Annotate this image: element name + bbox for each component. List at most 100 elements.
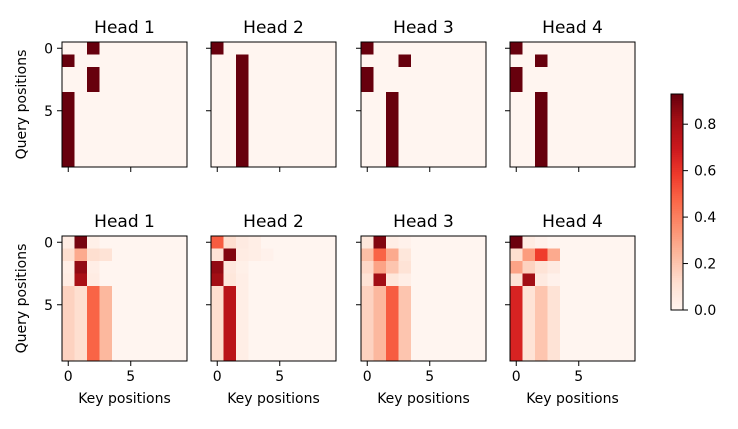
heatmap-cell bbox=[386, 142, 399, 155]
heatmap-cell bbox=[572, 67, 586, 80]
heatmap-cell bbox=[597, 79, 611, 93]
heatmap-cell bbox=[261, 142, 274, 155]
colorbar-gradient-step bbox=[671, 238, 683, 242]
colorbar-gradient-step bbox=[671, 96, 683, 99]
heatmap-cell bbox=[572, 348, 586, 362]
heatmap-cell bbox=[572, 323, 586, 337]
colorbar-gradient-step bbox=[671, 158, 683, 162]
colorbar-gradient-step bbox=[671, 182, 683, 186]
heatmap-cell bbox=[286, 323, 299, 337]
heatmap-cell bbox=[373, 348, 387, 362]
heatmap-cell bbox=[535, 311, 548, 324]
heatmap-cell bbox=[174, 117, 188, 130]
heatmap-cell bbox=[473, 117, 487, 130]
heatmap-cell bbox=[522, 323, 536, 337]
heatmap-cell bbox=[223, 54, 237, 68]
heatmap-cell bbox=[510, 129, 523, 143]
heatmap-cell bbox=[386, 311, 399, 324]
heatmap-cell bbox=[572, 92, 586, 105]
x-axis-label: Key positions bbox=[377, 391, 470, 407]
heatmap-cell bbox=[622, 117, 636, 130]
colorbar-gradient-step bbox=[671, 288, 683, 291]
heatmap-cell bbox=[261, 348, 274, 362]
heatmap-cell bbox=[273, 273, 287, 287]
heatmap-cell bbox=[522, 336, 536, 349]
panel-title: Head 4 bbox=[542, 18, 603, 38]
heatmap-cell bbox=[124, 142, 138, 155]
heatmap-cell bbox=[74, 311, 88, 324]
heatmap-cell bbox=[74, 261, 88, 274]
heatmap-cell bbox=[286, 129, 299, 143]
heatmap-cell bbox=[137, 286, 150, 299]
heatmap-cell bbox=[211, 79, 224, 93]
heatmap-cell bbox=[273, 67, 287, 80]
heatmap-cell bbox=[448, 348, 462, 362]
heatmap-cell bbox=[585, 154, 598, 168]
heatmap-cell bbox=[510, 261, 523, 274]
heatmap-cell bbox=[373, 248, 387, 262]
heatmap-cell bbox=[547, 311, 561, 324]
heatmap-cell bbox=[610, 117, 623, 130]
heatmap-cell bbox=[124, 79, 138, 93]
heatmap-cell bbox=[461, 117, 474, 130]
heatmap-cell bbox=[622, 261, 636, 274]
heatmap-cell bbox=[87, 154, 100, 168]
x-tick-label: 5 bbox=[574, 369, 583, 385]
heatmap-cell bbox=[386, 42, 399, 55]
heatmap-cell bbox=[137, 261, 150, 274]
heatmap-cell bbox=[261, 67, 274, 80]
heatmap-cell bbox=[411, 348, 424, 362]
heatmap-cell bbox=[74, 142, 88, 155]
heatmap-cell bbox=[298, 129, 312, 143]
y-tick-label: 0 bbox=[44, 41, 53, 57]
heatmap-cell bbox=[174, 248, 188, 262]
heatmap-cell bbox=[398, 104, 412, 118]
heatmap-cell bbox=[298, 54, 312, 68]
heatmap-cell bbox=[547, 154, 561, 168]
colorbar-gradient-step bbox=[671, 206, 683, 209]
heatmap-cell bbox=[622, 42, 636, 55]
heatmap-cell bbox=[298, 142, 312, 155]
heatmap-cell bbox=[572, 142, 586, 155]
heatmap-cell bbox=[149, 273, 163, 287]
heatmap-cell bbox=[510, 142, 523, 155]
heatmap-cell bbox=[323, 92, 337, 105]
panel-r1-c4: Head 4 bbox=[505, 18, 636, 172]
heatmap-cell bbox=[597, 154, 611, 168]
heatmap-cell bbox=[585, 273, 598, 287]
heatmap-cell bbox=[162, 298, 175, 312]
colorbar-gradient-step bbox=[671, 214, 683, 218]
colorbar-gradient-step bbox=[671, 225, 683, 229]
heatmap-cell bbox=[610, 286, 623, 299]
colorbar-gradient-step bbox=[671, 305, 683, 309]
heatmap-cell bbox=[137, 273, 150, 287]
heatmap-cell bbox=[211, 261, 224, 274]
heatmap-cell bbox=[124, 117, 138, 130]
heatmap-cell bbox=[585, 286, 598, 299]
heatmap-cell bbox=[149, 117, 163, 130]
heatmap-cell bbox=[99, 54, 113, 68]
heatmap-cell bbox=[62, 92, 75, 105]
heatmap-cell bbox=[535, 248, 548, 262]
heatmap-cell bbox=[361, 92, 374, 105]
heatmap-cell bbox=[62, 54, 75, 68]
heatmap-cell bbox=[273, 154, 287, 168]
heatmap-cell bbox=[298, 236, 312, 249]
heatmap-cell bbox=[261, 42, 274, 55]
heatmap-cell bbox=[137, 311, 150, 324]
heatmap-cell bbox=[411, 67, 424, 80]
heatmap-cell bbox=[273, 42, 287, 55]
heatmap-cell bbox=[398, 42, 412, 55]
heatmap-cell bbox=[535, 336, 548, 349]
heatmap-cell bbox=[248, 286, 262, 299]
heatmap-cell bbox=[273, 336, 287, 349]
x-tick-label: 0 bbox=[64, 369, 73, 385]
heatmap-cell bbox=[99, 154, 113, 168]
colorbar-gradient-step bbox=[671, 230, 683, 233]
heatmap-cell bbox=[149, 236, 163, 249]
heatmap-cell bbox=[585, 104, 598, 118]
heatmap-cell bbox=[286, 142, 299, 155]
heatmap-cell bbox=[273, 117, 287, 130]
heatmap-cell bbox=[311, 236, 324, 249]
heatmap-cell bbox=[361, 236, 374, 249]
